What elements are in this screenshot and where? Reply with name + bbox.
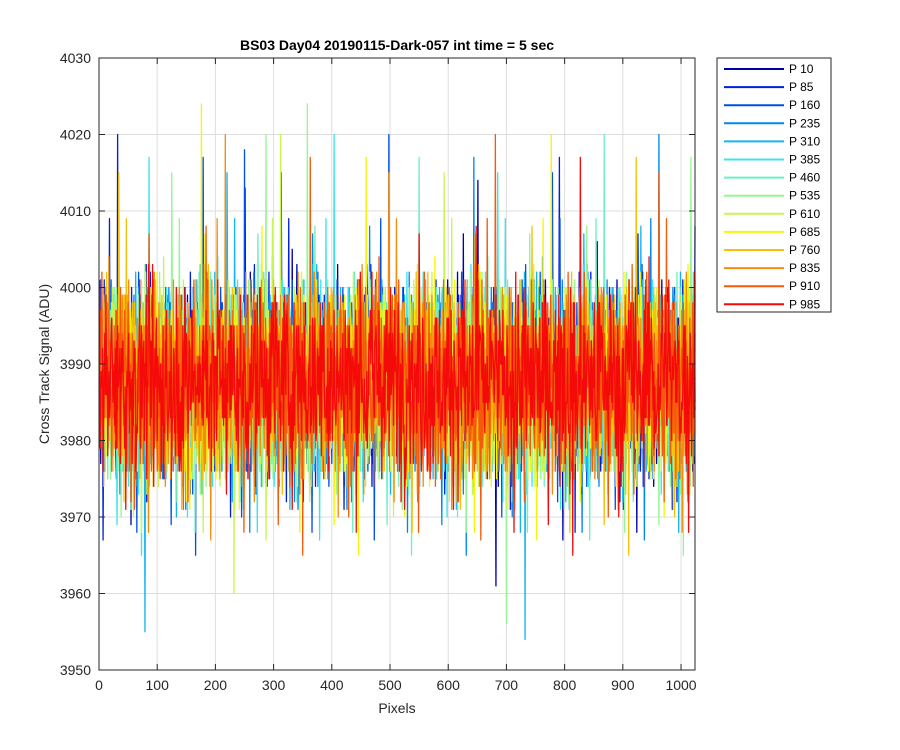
y-tick-label: 3970 bbox=[60, 509, 91, 525]
legend-label: P 10 bbox=[789, 62, 814, 76]
legend-label: P 385 bbox=[789, 153, 820, 167]
x-tick-label: 500 bbox=[378, 677, 402, 693]
x-tick-label: 600 bbox=[437, 677, 461, 693]
x-tick-label: 1000 bbox=[665, 677, 696, 693]
legend-box bbox=[716, 57, 832, 313]
y-tick-label: 4020 bbox=[60, 127, 91, 143]
legend-label: P 910 bbox=[789, 279, 820, 293]
legend-label: P 760 bbox=[789, 243, 820, 257]
x-axis-label: Pixels bbox=[378, 700, 415, 716]
chart-title: BS03 Day04 20190115-Dark-057 int time = … bbox=[240, 37, 554, 53]
x-tick-label: 800 bbox=[553, 677, 577, 693]
x-tick-label: 900 bbox=[611, 677, 635, 693]
series-line bbox=[98, 156, 696, 556]
x-tick-label: 300 bbox=[262, 677, 286, 693]
legend-label: P 985 bbox=[789, 297, 820, 311]
legend-label: P 85 bbox=[789, 80, 814, 94]
y-tick-label: 3980 bbox=[60, 433, 91, 449]
legend-label: P 685 bbox=[789, 225, 820, 239]
y-tick-label: 3960 bbox=[60, 586, 91, 602]
legend-label: P 160 bbox=[789, 98, 820, 112]
legend-label: P 835 bbox=[789, 261, 820, 275]
legend-label: P 310 bbox=[789, 134, 820, 148]
y-axis-label: Cross Track Signal (ADU) bbox=[36, 284, 52, 444]
y-tick-label: 4030 bbox=[60, 50, 91, 66]
legend-label: P 235 bbox=[789, 116, 820, 130]
x-tick-label: 700 bbox=[495, 677, 519, 693]
axis-ticks: 0 100 200 300 400 500 600 700 800 900 1000 3950 3960… bbox=[60, 50, 697, 693]
legend-label: P 460 bbox=[789, 171, 820, 185]
y-tick-label: 3990 bbox=[60, 356, 91, 372]
legend-items: P 10 P 85 P 160 P 235 P 310 P 385 P 460 P 535 P … bbox=[724, 62, 820, 311]
y-tick-label: 3950 bbox=[60, 662, 91, 678]
x-tick-label: 100 bbox=[146, 677, 170, 693]
legend: P 10 P 85 P 160 P 235 P 310 P 385 P 460 P 535 P … bbox=[716, 57, 832, 313]
y-tick-label: 4000 bbox=[60, 280, 91, 296]
x-tick-label: 400 bbox=[320, 677, 344, 693]
x-tick-label: 200 bbox=[204, 677, 228, 693]
legend-label: P 610 bbox=[789, 207, 820, 221]
x-tick-label: 0 bbox=[95, 677, 103, 693]
y-tick-label: 4010 bbox=[60, 203, 91, 219]
series-lines bbox=[98, 103, 696, 641]
legend-label: P 535 bbox=[789, 189, 820, 203]
